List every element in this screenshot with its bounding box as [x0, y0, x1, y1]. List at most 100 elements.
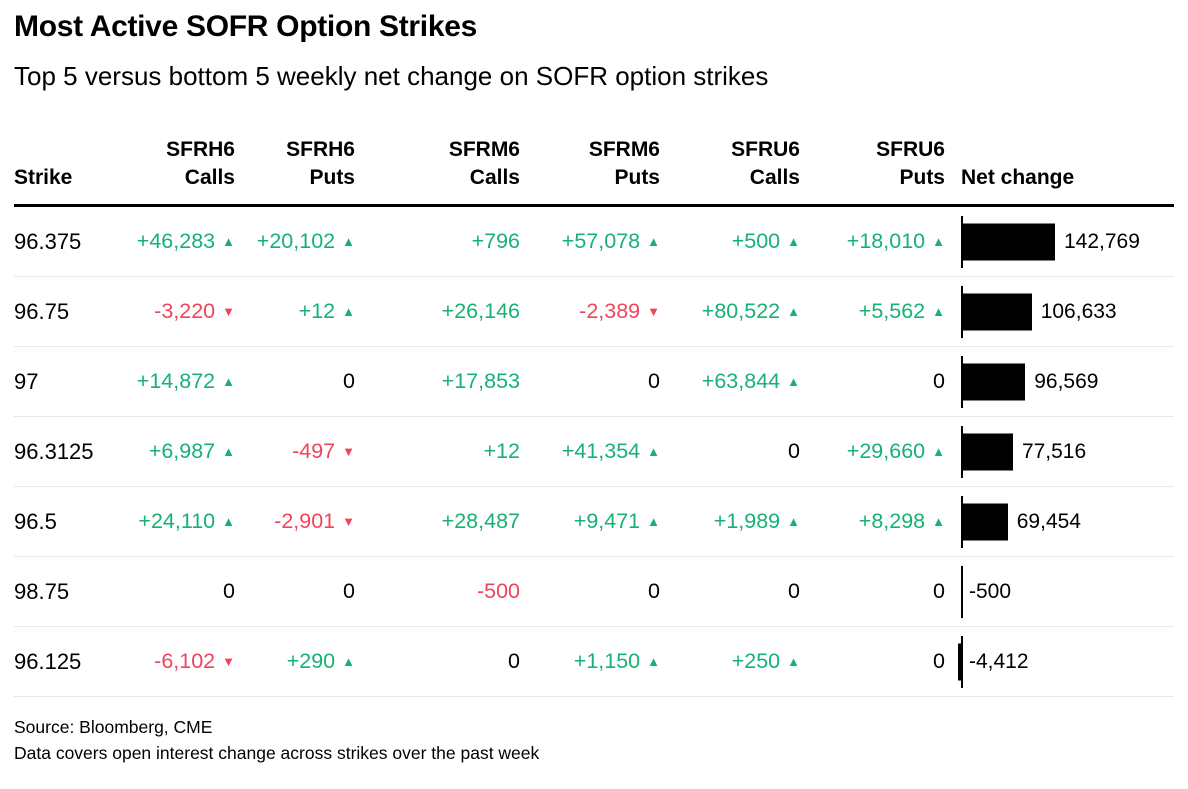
net-change-axis-line: [961, 565, 963, 618]
up-arrow-icon: ▲: [932, 304, 945, 320]
value-cell-sfru6-puts: 0: [800, 579, 945, 604]
strike-cell: 96.5: [14, 508, 57, 534]
column-header-strike: Strike: [14, 165, 73, 189]
value-cell-sfrh6-puts: 0: [235, 369, 355, 394]
value-text: 0: [933, 649, 945, 674]
net-change-axis-line: [961, 215, 963, 268]
value-text: +57,078: [561, 229, 641, 254]
net-change-cell: 142,769: [945, 207, 1174, 276]
value-cell-sfrh6-puts: +290 ▲: [235, 649, 355, 674]
value-cell-sfrh6-calls: 0: [130, 579, 235, 604]
up-arrow-icon: ▲: [222, 374, 235, 390]
net-change-cell: 106,633: [945, 277, 1174, 346]
up-arrow-icon: ▲: [787, 234, 800, 250]
up-arrow-icon: ▲: [647, 654, 660, 670]
up-arrow-icon: ▲: [342, 304, 355, 320]
value-text: +80,522: [701, 299, 781, 324]
value-text: +12: [483, 439, 520, 464]
value-cell-sfrm6-puts: 0: [520, 369, 660, 394]
value-cell-sfru6-puts: 0: [800, 649, 945, 674]
table-row: 96.5 +24,110 ▲ -2,901 ▼ +28,487 +9,471 ▲ +1,989 ▲…: [14, 487, 1174, 558]
column-header-sfrh6-puts: SFRH6 Puts: [286, 138, 355, 189]
value-cell-sfrm6-calls: +796: [355, 229, 520, 254]
value-cell-sfrh6-calls: +46,283 ▲: [130, 229, 235, 254]
value-cell-sfru6-puts: +5,562 ▲: [800, 299, 945, 324]
chart-title: Most Active SOFR Option Strikes: [14, 10, 477, 43]
net-change-axis-line: [961, 495, 963, 548]
strike-cell: 96.75: [14, 298, 70, 324]
value-text: -2,901: [274, 509, 336, 534]
value-text: +26,146: [441, 299, 520, 324]
value-cell-sfrm6-puts: 0: [520, 579, 660, 604]
column-header-sfru6-puts: SFRU6 Puts: [876, 138, 945, 189]
value-text: +8,298: [858, 509, 926, 534]
column-header-sfrh6-calls: SFRH6 Calls: [166, 138, 235, 189]
chart-subtitle: Top 5 versus bottom 5 weekly net change …: [14, 61, 769, 91]
up-arrow-icon: ▲: [932, 444, 945, 460]
value-text: 0: [648, 579, 660, 604]
value-text: +41,354: [561, 439, 641, 464]
column-header-sfru6-calls: SFRU6 Calls: [731, 138, 800, 189]
up-arrow-icon: ▲: [787, 304, 800, 320]
up-arrow-icon: ▲: [932, 514, 945, 530]
value-text: +6,987: [148, 439, 216, 464]
value-text: 0: [648, 369, 660, 394]
net-change-label: 77,516: [1021, 439, 1087, 463]
value-cell-sfru6-puts: 0: [800, 369, 945, 394]
net-change-label: 96,569: [1034, 369, 1099, 393]
down-arrow-icon: ▼: [222, 304, 235, 320]
value-text: +20,102: [256, 229, 336, 254]
value-text: +796: [471, 229, 520, 254]
value-text: +9,471: [573, 509, 641, 534]
net-change-cell: 69,454: [945, 487, 1174, 556]
table-body: 96.375 +46,283 ▲ +20,102 ▲ +796 +57,078 ▲ +500 ▲ +…: [14, 207, 1174, 698]
value-cell-sfrh6-calls: -3,220 ▼: [130, 299, 235, 324]
up-arrow-icon: ▲: [647, 234, 660, 250]
net-change-axis-line: [961, 635, 963, 688]
column-header-net-change: Net change: [961, 165, 1075, 189]
value-text: +17,853: [441, 369, 520, 394]
net-change-label: -500: [969, 579, 1012, 603]
strike-cell: 96.3125: [14, 438, 94, 464]
up-arrow-icon: ▲: [222, 234, 235, 250]
value-text: -3,220: [154, 299, 216, 324]
strike-cell: 96.375: [14, 228, 82, 254]
value-cell-sfru6-calls: +250 ▲: [660, 649, 800, 674]
value-cell-sfru6-puts: +8,298 ▲: [800, 509, 945, 534]
down-arrow-icon: ▼: [222, 654, 235, 670]
net-change-bar: [963, 503, 1008, 541]
down-arrow-icon: ▼: [647, 304, 660, 320]
value-text: -500: [476, 579, 520, 604]
value-cell-sfru6-calls: +80,522 ▲: [660, 299, 800, 324]
net-change-axis-line: [961, 355, 963, 408]
up-arrow-icon: ▲: [932, 234, 945, 250]
value-cell-sfru6-calls: 0: [660, 439, 800, 464]
up-arrow-icon: ▲: [647, 514, 660, 530]
value-text: +12: [298, 299, 336, 324]
table-row: 96.125 -6,102 ▼ +290 ▲ 0 +1,150 ▲ +250 ▲ 0 -4,412: [14, 627, 1174, 698]
net-change-cell: 77,516: [945, 417, 1174, 486]
table-row: 96.375 +46,283 ▲ +20,102 ▲ +796 +57,078 ▲ +500 ▲ +…: [14, 207, 1174, 278]
net-change-cell: -500: [945, 557, 1174, 626]
value-text: +14,872: [136, 369, 216, 394]
value-cell-sfrm6-puts: +9,471 ▲: [520, 509, 660, 534]
net-change-axis-line: [961, 285, 963, 338]
up-arrow-icon: ▲: [222, 444, 235, 460]
strike-cell: 97: [14, 368, 39, 394]
net-change-bar: [963, 223, 1055, 261]
value-text: +1,150: [573, 649, 641, 674]
table-row: 97 +14,872 ▲ 0 +17,853 0 +63,844 ▲ 0 96,569: [14, 347, 1174, 418]
value-text: 0: [343, 579, 355, 604]
value-cell-sfru6-calls: 0: [660, 579, 800, 604]
strike-cell: 96.125: [14, 648, 82, 674]
chart-footer: Source: Bloomberg, CME Data covers open …: [14, 715, 1188, 766]
value-text: 0: [788, 579, 800, 604]
value-text: +29,660: [846, 439, 926, 464]
value-cell-sfrh6-puts: +12 ▲: [235, 299, 355, 324]
net-change-bar: [963, 293, 1032, 331]
value-cell-sfrh6-puts: -2,901 ▼: [235, 509, 355, 534]
down-arrow-icon: ▼: [342, 444, 355, 460]
net-change-label: -4,412: [969, 649, 1029, 673]
value-text: +63,844: [701, 369, 781, 394]
